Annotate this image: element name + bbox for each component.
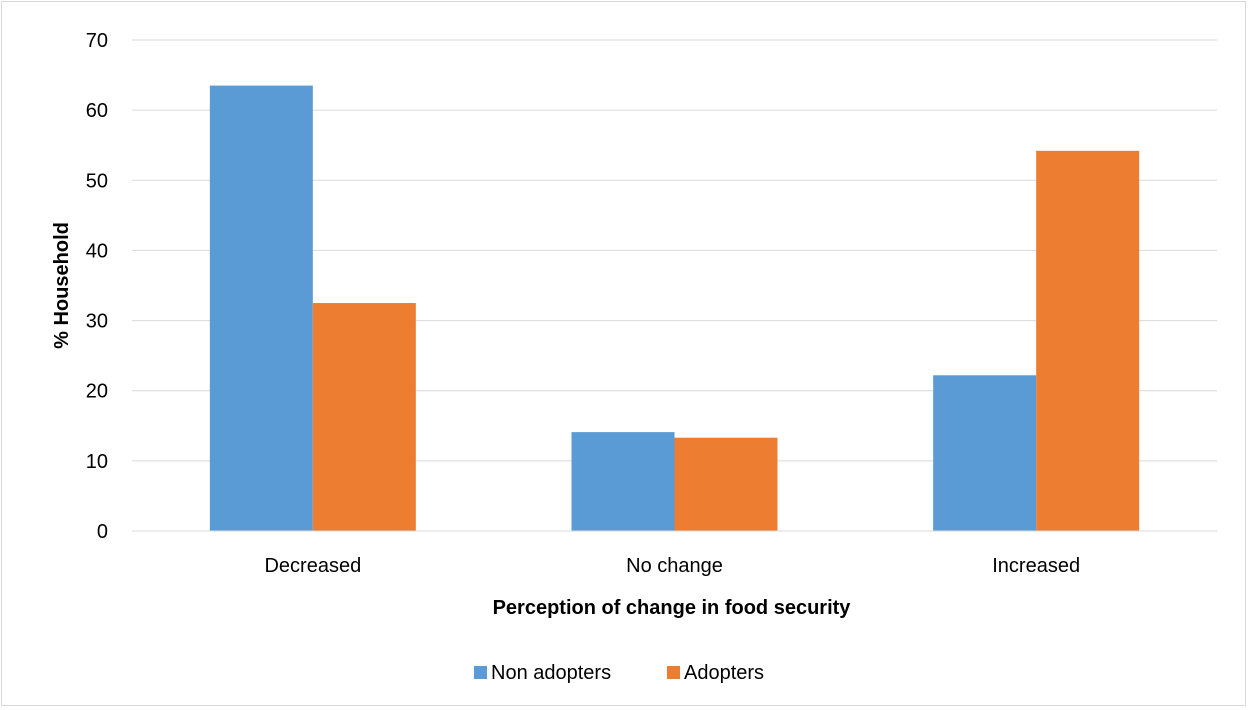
legend: Non adopters Adopters bbox=[474, 662, 764, 684]
legend-label: Adopters bbox=[684, 662, 764, 684]
bar-adopters-decreased bbox=[312, 303, 416, 531]
legend-swatch bbox=[667, 666, 680, 679]
x-tick-label: No change bbox=[626, 555, 723, 577]
bar-non-adopters-increased bbox=[933, 375, 1037, 531]
y-axis-title: % Household bbox=[51, 222, 73, 349]
y-tick-label: 50 bbox=[86, 170, 108, 192]
bar-non-adopters-decreased bbox=[209, 85, 313, 531]
y-tick-label: 70 bbox=[86, 30, 108, 52]
legend-label: Non adopters bbox=[491, 662, 611, 684]
y-axis-ticks: 0 10 20 30 40 50 60 70 bbox=[86, 30, 108, 543]
y-tick-label: 60 bbox=[86, 100, 108, 122]
bar-non-adopters-no-change bbox=[571, 432, 675, 531]
x-axis-title: Perception of change in food security bbox=[493, 597, 852, 619]
x-tick-label: Increased bbox=[992, 555, 1080, 577]
bars bbox=[209, 85, 1140, 531]
x-axis-ticks: Decreased No change Increased bbox=[264, 555, 1080, 577]
y-tick-label: 10 bbox=[86, 451, 108, 473]
y-tick-label: 20 bbox=[86, 381, 108, 403]
y-tick-label: 30 bbox=[86, 311, 108, 333]
y-tick-label: 0 bbox=[97, 521, 108, 543]
y-tick-label: 40 bbox=[86, 240, 108, 262]
legend-swatch bbox=[474, 666, 487, 679]
x-tick-label: Decreased bbox=[264, 555, 361, 577]
bar-adopters-increased bbox=[1036, 150, 1140, 531]
bar-adopters-no-change bbox=[674, 437, 778, 531]
